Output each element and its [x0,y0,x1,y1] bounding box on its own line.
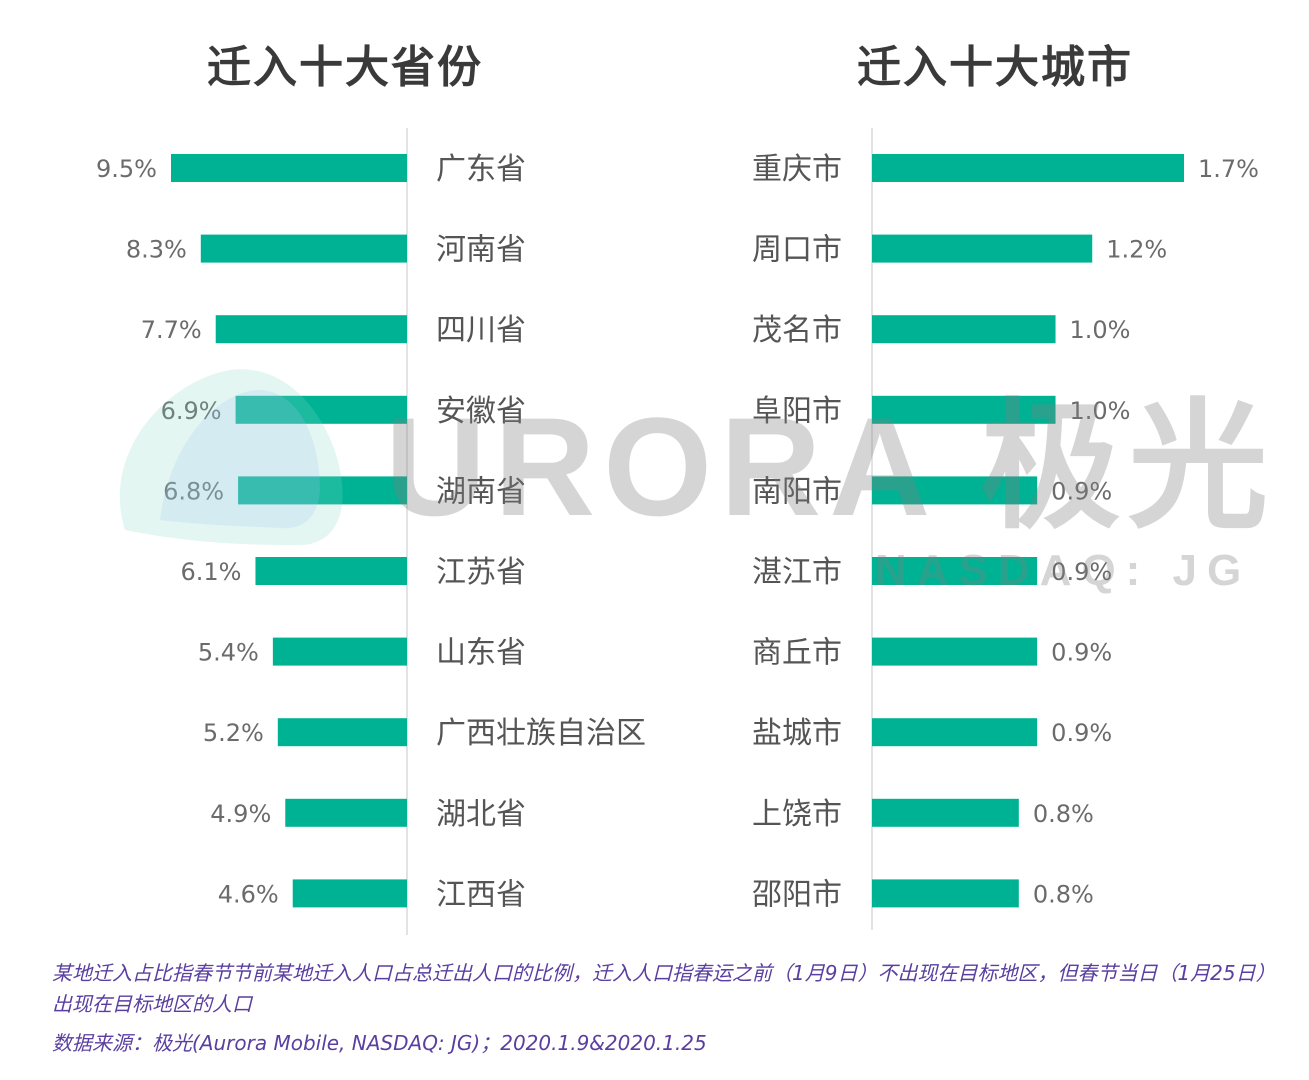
left-value-label: 7.7% [141,316,202,344]
right-value-label: 1.0% [1070,316,1131,344]
left-category-label: 四川省 [436,313,526,348]
right-value-label: 1.0% [1070,397,1131,425]
right-bar [872,315,1056,344]
left-value-label: 4.9% [210,800,271,828]
right-category-label: 商丘市 [752,636,842,671]
left-chart-title: 迁入十大省份 [207,42,483,93]
right-bar [872,234,1093,263]
right-chart-title: 迁入十大城市 [857,42,1133,93]
left-value-label: 6.8% [163,477,224,505]
right-category-label: 南阳市 [752,474,842,509]
right-category-label: 阜阳市 [752,394,842,429]
left-category-label: 广西壮族自治区 [436,716,646,751]
left-bar [238,476,407,505]
left-bar [200,234,407,263]
right-bar [872,557,1038,585]
right-bar [872,476,1038,505]
left-bar [255,557,407,585]
source-note: 数据来源：极光(Aurora Mobile, NASDAQ: JG)；2020.… [52,1031,707,1055]
right-value-label: 0.8% [1033,800,1094,828]
right-bar [872,154,1184,182]
left-category-label: 安徽省 [436,394,526,429]
left-bar [215,315,407,344]
left-category-label: 广东省 [436,152,526,187]
right-category-label: 盐城市 [752,716,842,751]
right-value-label: 1.7% [1198,155,1259,183]
left-value-label: 8.3% [126,236,187,264]
left-category-label: 湖北省 [436,797,526,832]
left-category-label: 湖南省 [436,474,526,509]
right-category-label: 重庆市 [752,152,842,187]
left-category-label: 江苏省 [436,555,526,590]
left-bar [277,718,407,747]
left-value-label: 5.2% [203,719,264,747]
right-bar [872,798,1019,827]
left-value-label: 6.9% [161,397,222,425]
right-bar [872,718,1038,747]
left-bar [235,395,407,424]
right-category-label: 邵阳市 [752,877,842,912]
right-bar [872,395,1056,424]
left-value-label: 4.6% [218,880,279,908]
left-category-label: 河南省 [436,233,526,268]
right-category-label: 茂名市 [752,313,842,348]
right-value-label: 0.9% [1051,477,1112,505]
right-bar [872,637,1038,666]
charts-svg: 9.5% 广东省 8.3% 河南省 7.7% 四川省 6.9% 安徽省 6.8% 湖南省 6.1% 江… [96,128,1259,935]
right-value-label: 0.9% [1051,719,1112,747]
right-value-label: 0.9% [1051,558,1112,586]
left-bar [285,798,407,827]
right-category-label: 周口市 [752,233,842,268]
left-bar [272,637,407,666]
right-category-label: 湛江市 [752,555,842,590]
left-category-label: 山东省 [436,636,526,671]
left-bar [292,879,407,908]
definition-note: 某地迁入占比指春节节前某地迁入人口占总迁出人口的比例，迁入人口指春运之前（1月9… [52,961,1266,1016]
right-value-label: 1.2% [1106,236,1167,264]
right-bar [872,879,1019,908]
left-value-label: 9.5% [96,155,157,183]
right-value-label: 0.8% [1033,880,1094,908]
right-value-label: 0.9% [1051,639,1112,667]
left-bar [171,154,407,182]
left-value-label: 5.4% [198,639,259,667]
right-category-label: 上饶市 [752,797,842,832]
left-category-label: 江西省 [436,877,526,912]
left-value-label: 6.1% [180,558,241,586]
